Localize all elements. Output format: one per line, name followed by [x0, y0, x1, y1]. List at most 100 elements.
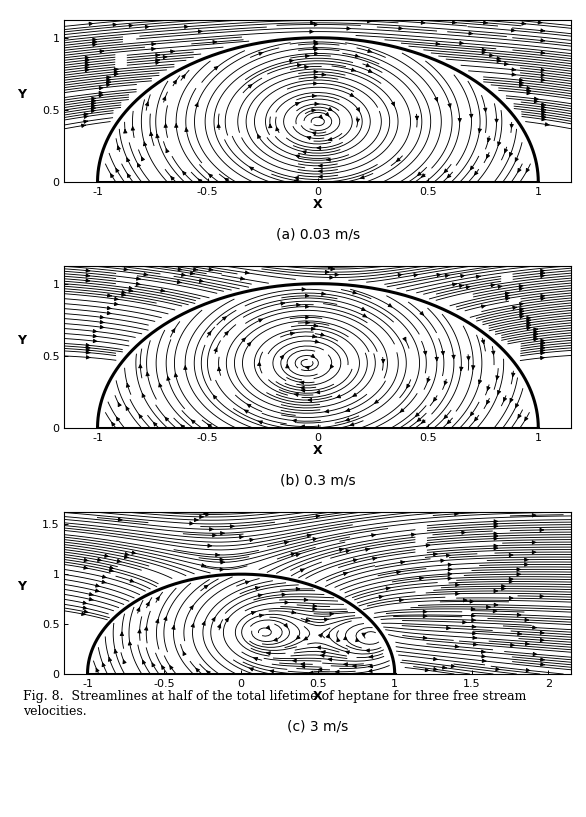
FancyArrowPatch shape: [172, 626, 175, 629]
FancyArrowPatch shape: [152, 42, 155, 46]
FancyArrowPatch shape: [458, 118, 461, 122]
FancyArrowPatch shape: [436, 42, 440, 46]
FancyArrowPatch shape: [360, 176, 364, 179]
FancyArrowPatch shape: [124, 556, 128, 559]
FancyArrowPatch shape: [316, 646, 321, 650]
X-axis label: X: X: [313, 444, 323, 458]
FancyArrowPatch shape: [344, 663, 347, 666]
FancyArrowPatch shape: [448, 568, 452, 571]
FancyArrowPatch shape: [136, 282, 140, 285]
FancyArrowPatch shape: [124, 130, 127, 133]
FancyArrowPatch shape: [240, 535, 243, 538]
FancyArrowPatch shape: [423, 636, 427, 640]
FancyArrowPatch shape: [482, 650, 485, 654]
FancyArrowPatch shape: [127, 383, 130, 387]
Y-axis label: Y: Y: [17, 580, 26, 593]
FancyArrowPatch shape: [339, 548, 343, 551]
FancyArrowPatch shape: [202, 622, 205, 625]
FancyArrowPatch shape: [84, 566, 88, 569]
FancyArrowPatch shape: [527, 316, 531, 319]
FancyArrowPatch shape: [421, 420, 425, 423]
Y-axis label: Y: Y: [17, 88, 26, 101]
FancyArrowPatch shape: [86, 274, 90, 277]
FancyArrowPatch shape: [445, 275, 449, 278]
FancyArrowPatch shape: [81, 612, 86, 615]
FancyArrowPatch shape: [85, 64, 89, 67]
FancyArrowPatch shape: [509, 580, 513, 583]
FancyArrowPatch shape: [213, 395, 217, 399]
FancyArrowPatch shape: [545, 123, 549, 126]
FancyArrowPatch shape: [330, 612, 333, 616]
FancyArrowPatch shape: [401, 560, 404, 564]
FancyArrowPatch shape: [144, 273, 148, 276]
FancyArrowPatch shape: [139, 364, 142, 368]
FancyArrowPatch shape: [213, 41, 217, 44]
FancyArrowPatch shape: [482, 48, 486, 51]
FancyArrowPatch shape: [93, 41, 97, 44]
FancyArrowPatch shape: [481, 305, 486, 308]
FancyArrowPatch shape: [139, 414, 142, 418]
FancyArrowPatch shape: [145, 25, 149, 29]
FancyArrowPatch shape: [391, 102, 394, 105]
FancyArrowPatch shape: [540, 638, 544, 641]
FancyArrowPatch shape: [472, 618, 475, 622]
FancyArrowPatch shape: [308, 399, 312, 402]
FancyArrowPatch shape: [462, 531, 465, 534]
FancyArrowPatch shape: [541, 351, 544, 355]
FancyArrowPatch shape: [163, 96, 166, 100]
FancyArrowPatch shape: [156, 54, 159, 57]
FancyArrowPatch shape: [225, 618, 229, 622]
FancyArrowPatch shape: [519, 81, 523, 84]
FancyArrowPatch shape: [316, 391, 320, 394]
FancyArrowPatch shape: [306, 366, 309, 369]
FancyArrowPatch shape: [204, 511, 207, 515]
FancyArrowPatch shape: [444, 415, 448, 418]
FancyArrowPatch shape: [534, 330, 537, 333]
FancyArrowPatch shape: [137, 277, 141, 280]
FancyArrowPatch shape: [350, 93, 353, 96]
FancyArrowPatch shape: [185, 128, 188, 132]
FancyArrowPatch shape: [434, 658, 437, 661]
FancyArrowPatch shape: [435, 97, 438, 101]
FancyArrowPatch shape: [321, 333, 325, 336]
FancyArrowPatch shape: [258, 135, 261, 138]
FancyArrowPatch shape: [112, 422, 115, 426]
FancyArrowPatch shape: [310, 30, 314, 33]
FancyArrowPatch shape: [183, 366, 187, 369]
FancyArrowPatch shape: [542, 118, 546, 121]
FancyArrowPatch shape: [447, 554, 450, 557]
FancyArrowPatch shape: [524, 558, 528, 561]
FancyArrowPatch shape: [170, 666, 173, 669]
FancyArrowPatch shape: [503, 397, 506, 401]
FancyArrowPatch shape: [494, 525, 498, 528]
FancyArrowPatch shape: [91, 105, 96, 108]
FancyArrowPatch shape: [434, 398, 437, 401]
FancyArrowPatch shape: [311, 355, 315, 358]
FancyArrowPatch shape: [117, 560, 121, 563]
FancyArrowPatch shape: [86, 346, 90, 349]
FancyArrowPatch shape: [489, 54, 493, 57]
FancyArrowPatch shape: [534, 335, 537, 338]
FancyArrowPatch shape: [319, 115, 322, 118]
FancyArrowPatch shape: [400, 408, 404, 412]
FancyArrowPatch shape: [142, 394, 145, 397]
FancyArrowPatch shape: [527, 324, 531, 328]
FancyArrowPatch shape: [415, 413, 419, 417]
FancyArrowPatch shape: [172, 328, 175, 333]
FancyArrowPatch shape: [350, 422, 354, 426]
FancyArrowPatch shape: [356, 118, 360, 123]
FancyArrowPatch shape: [379, 596, 383, 599]
FancyArrowPatch shape: [466, 286, 470, 289]
FancyArrowPatch shape: [459, 42, 464, 45]
FancyArrowPatch shape: [214, 66, 218, 70]
FancyArrowPatch shape: [316, 515, 320, 518]
FancyArrowPatch shape: [251, 611, 255, 614]
FancyArrowPatch shape: [295, 179, 298, 182]
FancyArrowPatch shape: [345, 408, 350, 412]
FancyArrowPatch shape: [524, 417, 528, 421]
FancyArrowPatch shape: [494, 532, 498, 535]
FancyArrowPatch shape: [156, 619, 159, 623]
FancyArrowPatch shape: [196, 668, 199, 672]
FancyArrowPatch shape: [347, 27, 350, 30]
FancyArrowPatch shape: [435, 357, 438, 361]
